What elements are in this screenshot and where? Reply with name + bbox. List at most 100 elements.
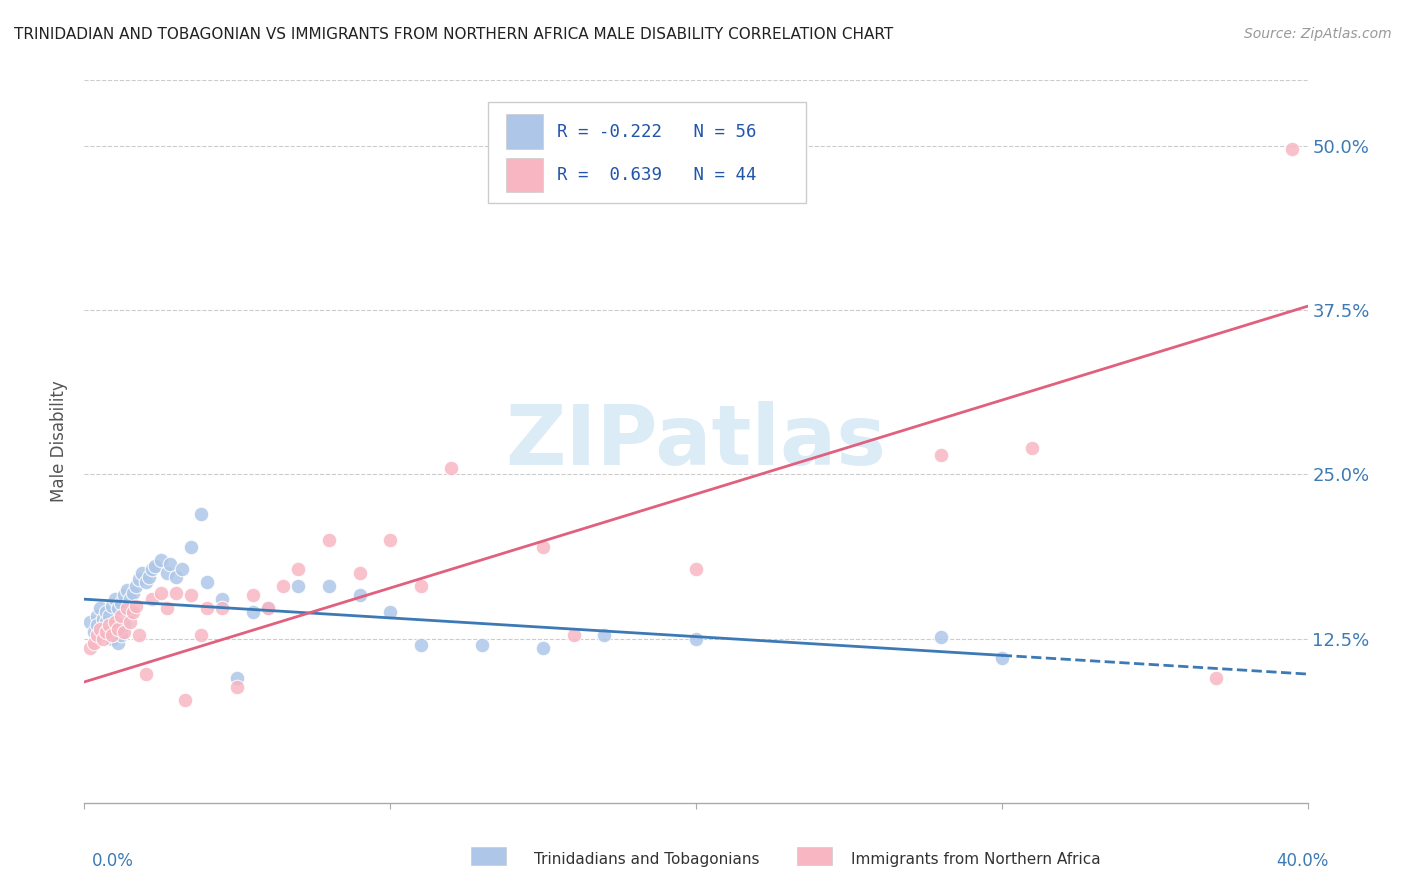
Point <box>287 562 309 576</box>
Point <box>409 638 432 652</box>
Point <box>156 601 179 615</box>
Point <box>135 575 157 590</box>
Point <box>107 601 129 615</box>
Point <box>242 605 264 619</box>
Point <box>349 566 371 580</box>
Point <box>141 562 163 576</box>
Point <box>110 609 132 624</box>
Point <box>149 553 172 567</box>
Point <box>91 621 114 635</box>
Point <box>156 566 179 580</box>
Point <box>110 627 132 641</box>
Point <box>271 579 294 593</box>
Point <box>112 625 135 640</box>
Point <box>318 533 340 547</box>
Point <box>107 635 129 649</box>
Point <box>226 680 249 694</box>
Point <box>211 601 233 615</box>
Point <box>97 618 120 632</box>
Point <box>97 625 120 640</box>
Point <box>86 618 108 632</box>
Point <box>440 460 463 475</box>
Point <box>180 540 202 554</box>
Text: 0.0%: 0.0% <box>91 852 134 870</box>
Text: ZIPatlas: ZIPatlas <box>506 401 886 482</box>
Point <box>101 627 124 641</box>
Point <box>226 671 249 685</box>
Point <box>94 615 117 629</box>
Point <box>101 632 124 646</box>
Point <box>112 588 135 602</box>
Point <box>135 667 157 681</box>
Point <box>190 507 212 521</box>
Point <box>531 640 554 655</box>
Point <box>79 640 101 655</box>
Point <box>91 612 114 626</box>
Point <box>211 592 233 607</box>
Point <box>91 632 114 646</box>
Text: Source: ZipAtlas.com: Source: ZipAtlas.com <box>1244 27 1392 41</box>
Point <box>104 592 127 607</box>
Point <box>104 615 127 629</box>
Point <box>89 627 111 641</box>
Point <box>83 635 105 649</box>
Point <box>190 627 212 641</box>
Point <box>287 579 309 593</box>
Point <box>89 601 111 615</box>
Point <box>141 592 163 607</box>
Point <box>104 623 127 637</box>
Point <box>172 562 194 576</box>
Point <box>242 588 264 602</box>
Point <box>1021 441 1043 455</box>
Point <box>349 588 371 602</box>
Point <box>593 627 616 641</box>
Point <box>143 559 166 574</box>
Point <box>86 609 108 624</box>
Point <box>110 596 132 610</box>
Point <box>120 605 142 619</box>
Point <box>531 540 554 554</box>
Point <box>112 618 135 632</box>
Point <box>122 605 145 619</box>
Bar <box>506 114 543 149</box>
Point <box>128 573 150 587</box>
Point <box>165 585 187 599</box>
Point <box>165 570 187 584</box>
Point <box>1205 671 1227 685</box>
Point <box>120 592 142 607</box>
Text: 40.0%: 40.0% <box>1277 852 1329 870</box>
Point <box>195 575 218 590</box>
Point <box>257 601 280 615</box>
Point <box>1281 142 1303 156</box>
Point <box>929 630 952 644</box>
Y-axis label: Male Disability: Male Disability <box>51 381 69 502</box>
Point <box>120 615 142 629</box>
Bar <box>506 158 543 193</box>
Point <box>380 533 402 547</box>
Point <box>97 609 120 624</box>
Point <box>86 627 108 641</box>
Point <box>257 601 280 615</box>
Point <box>107 623 129 637</box>
Point <box>94 625 117 640</box>
Point <box>991 651 1014 665</box>
Point <box>159 557 181 571</box>
Point <box>685 562 707 576</box>
Point <box>122 585 145 599</box>
Point <box>380 605 402 619</box>
Point <box>929 448 952 462</box>
Point <box>115 601 138 615</box>
Text: TRINIDADIAN AND TOBAGONIAN VS IMMIGRANTS FROM NORTHERN AFRICA MALE DISABILITY CO: TRINIDADIAN AND TOBAGONIAN VS IMMIGRANTS… <box>14 27 893 42</box>
Point <box>115 582 138 597</box>
Point <box>149 585 172 599</box>
Point <box>195 601 218 615</box>
Point <box>318 579 340 593</box>
Point <box>131 566 153 580</box>
Point <box>685 632 707 646</box>
Point <box>174 693 197 707</box>
Point <box>180 588 202 602</box>
Text: Immigrants from Northern Africa: Immigrants from Northern Africa <box>851 852 1101 867</box>
Point <box>125 579 148 593</box>
Point <box>83 625 105 640</box>
FancyBboxPatch shape <box>488 102 806 203</box>
